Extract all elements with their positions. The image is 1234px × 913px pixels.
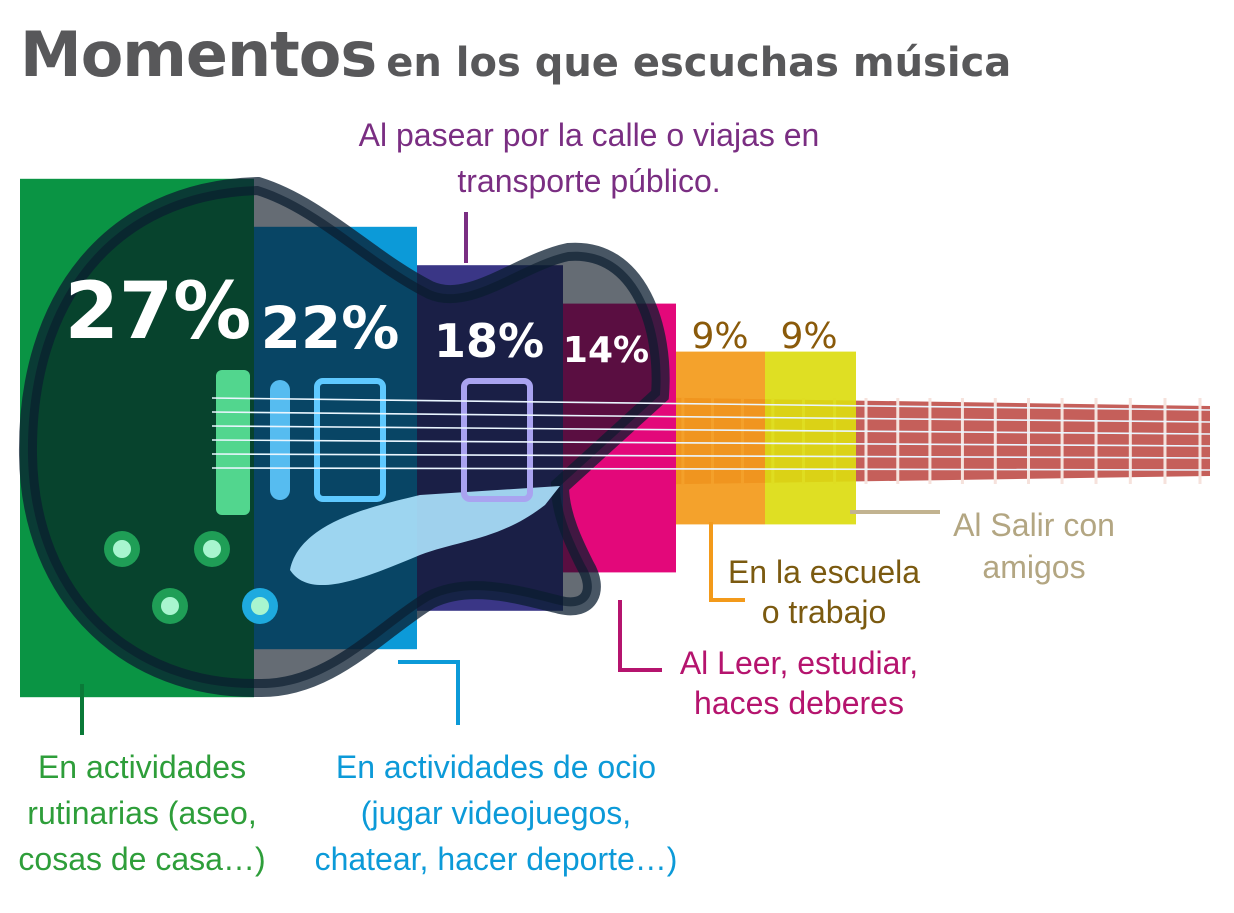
category-label-line: transporte público. bbox=[457, 163, 720, 199]
guitar-string bbox=[211, 439, 1211, 447]
title-sub: en los que escuchas música bbox=[386, 40, 1012, 86]
category-label-line: En actividades bbox=[38, 749, 246, 785]
category-label-2: En actividades de ocio (jugar videojuegos… bbox=[315, 749, 678, 877]
value-label-2: 22% bbox=[261, 294, 400, 362]
category-label-line: Al pasear por la calle o viajas en bbox=[359, 117, 820, 153]
bar-6 bbox=[765, 351, 856, 525]
guitar-body bbox=[18, 176, 670, 698]
pickguard bbox=[290, 486, 560, 586]
control-knob-cap bbox=[251, 597, 269, 615]
value-label-1: 27% bbox=[65, 267, 252, 357]
value-label-4: 14% bbox=[563, 330, 649, 371]
category-label-line: rutinarias (aseo, bbox=[27, 795, 256, 831]
title-main: Momentos bbox=[20, 18, 377, 91]
labels-layer: 27% 22% 18% 14% 9% 9% En actividades rutinarias… bbox=[18, 117, 1115, 877]
bar-5 bbox=[676, 351, 765, 525]
category-label-line: En la escuela bbox=[728, 554, 920, 590]
category-label-line: Al Leer, estudiar, bbox=[680, 645, 918, 681]
value-label-6: 9% bbox=[780, 316, 837, 357]
category-label-1: En actividades rutinarias (aseo, cosas de … bbox=[18, 749, 265, 877]
guitar-illustration bbox=[18, 176, 1211, 698]
guitar-string bbox=[211, 425, 1211, 435]
control-knob-cap bbox=[203, 540, 221, 558]
guitar-string bbox=[211, 411, 1211, 423]
control-knob-cap bbox=[161, 597, 179, 615]
category-label-5: En la escuela o trabajo bbox=[728, 554, 920, 630]
category-label-line: o trabajo bbox=[762, 594, 887, 630]
category-label-line: amigos bbox=[982, 549, 1085, 585]
pickup-neck bbox=[461, 378, 533, 502]
category-label-line: chatear, hacer deporte…) bbox=[315, 841, 678, 877]
leader-line-5 bbox=[709, 522, 745, 602]
control-knob-cap bbox=[113, 540, 131, 558]
bridge-piece bbox=[216, 370, 250, 515]
category-label-line: haces deberes bbox=[694, 685, 904, 721]
chart-title: Momentos en los que escuchas música bbox=[20, 18, 1011, 91]
category-label-3: Al pasear por la calle o viajas en transp… bbox=[359, 117, 820, 199]
category-label-line: cosas de casa…) bbox=[18, 841, 265, 877]
category-label-line: En actividades de ocio bbox=[336, 749, 656, 785]
guitar-string bbox=[211, 467, 1211, 471]
category-label-4: Al Leer, estudiar, haces deberes bbox=[680, 645, 918, 721]
guitar-string bbox=[211, 453, 1211, 459]
value-label-3: 18% bbox=[434, 314, 544, 368]
leader-line-2 bbox=[398, 660, 460, 725]
value-label-5: 9% bbox=[691, 316, 748, 357]
leader-line-4 bbox=[618, 600, 662, 672]
guitar-string bbox=[211, 397, 1211, 411]
category-label-line: (jugar videojuegos, bbox=[361, 795, 631, 831]
category-label-line: Al Salir con bbox=[953, 507, 1115, 543]
category-label-6: Al Salir con amigos bbox=[953, 507, 1115, 585]
